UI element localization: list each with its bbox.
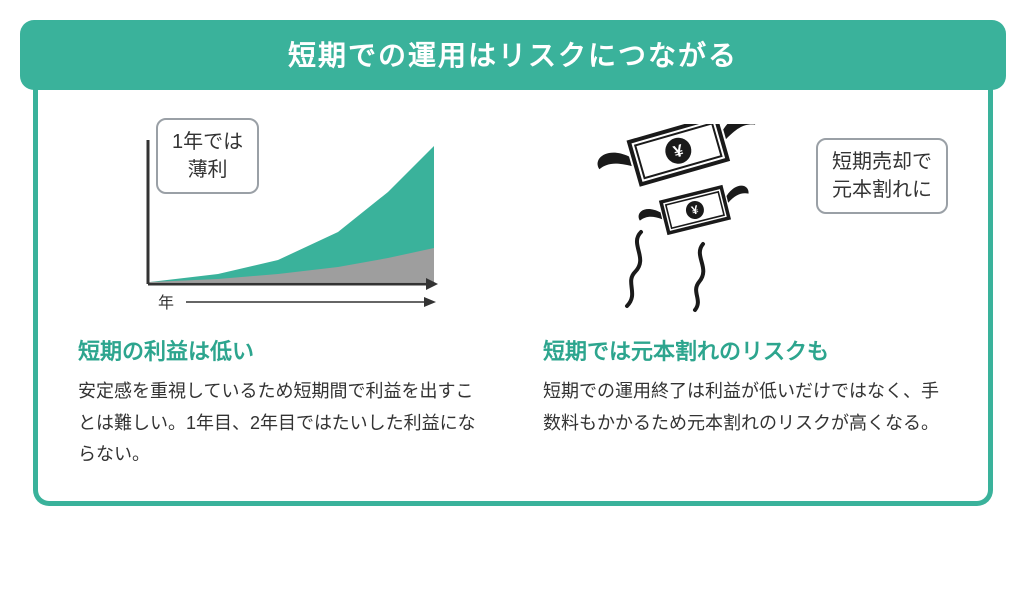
right-body: 短期での運用終了は利益が低いだけではなく、手数料もかかるため元本割れのリスクが高…	[543, 376, 948, 439]
bubble-text-line1: 短期売却で	[832, 148, 932, 176]
left-body: 安定感を重視しているため短期間で利益を出すことは難しい。1年目、2年目ではたいし…	[78, 376, 483, 471]
left-illustration: 1年では 薄利 年	[78, 124, 483, 324]
bubble-text-line1: 1年では	[172, 128, 243, 156]
content-panel: 1年では 薄利 年 短期の利益は低い 安定感を重視しているため短期間で利益を出す…	[33, 88, 993, 506]
left-speech-bubble: 1年では 薄利	[156, 118, 259, 194]
title-text: 短期での運用はリスクにつながる	[288, 40, 738, 71]
right-illustration: ¥ ¥	[543, 124, 948, 324]
left-subhead: 短期の利益は低い	[78, 334, 483, 366]
bubble-text-line2: 薄利	[172, 156, 243, 184]
axis-arrow-icon	[186, 296, 436, 308]
flying-money-icon: ¥ ¥	[543, 124, 783, 314]
right-speech-bubble: 短期売却で 元本割れに	[816, 138, 948, 214]
right-column: ¥ ¥	[543, 124, 948, 471]
left-column: 1年では 薄利 年 短期の利益は低い 安定感を重視しているため短期間で利益を出す…	[78, 124, 483, 471]
x-axis-label: 年	[158, 289, 174, 313]
title-bar: 短期での運用はリスクにつながる	[20, 20, 1006, 90]
bubble-text-line2: 元本割れに	[832, 176, 932, 204]
right-subhead: 短期では元本割れのリスクも	[543, 334, 948, 366]
